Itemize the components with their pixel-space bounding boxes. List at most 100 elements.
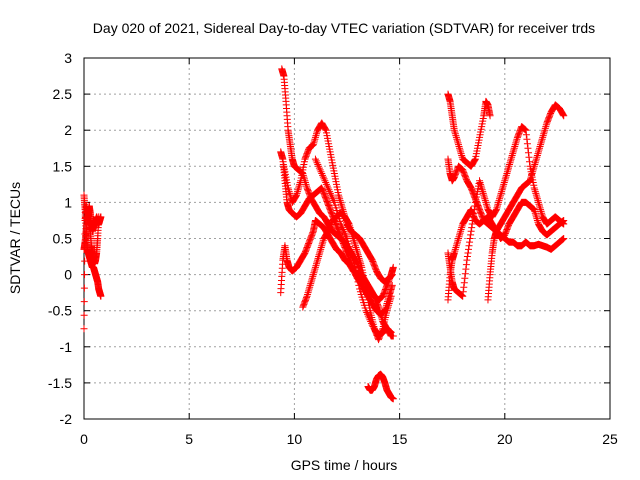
data-point <box>309 141 317 149</box>
data-point <box>534 148 542 156</box>
data-point <box>531 207 539 215</box>
data-point <box>498 188 506 196</box>
data-point <box>386 296 394 304</box>
data-point <box>311 133 319 141</box>
data-point <box>306 281 314 289</box>
data-point <box>285 188 293 196</box>
data-point <box>506 159 514 167</box>
data-point <box>312 132 320 140</box>
data-point <box>524 144 532 152</box>
data-point <box>302 182 310 190</box>
data-point <box>528 170 536 178</box>
data-point <box>507 157 515 165</box>
data-point <box>533 216 541 224</box>
data-point <box>330 197 338 205</box>
data-point <box>513 135 521 143</box>
data-point <box>504 166 512 174</box>
data-point <box>455 142 463 150</box>
data-point <box>312 130 320 138</box>
data-point <box>456 144 464 152</box>
data-point <box>508 151 516 159</box>
data-point <box>367 319 375 327</box>
data-point <box>560 235 568 242</box>
data-point <box>537 206 545 214</box>
data-point <box>295 184 303 192</box>
data-point <box>541 126 549 134</box>
data-point <box>457 225 465 233</box>
data-point <box>314 160 322 168</box>
data-point <box>537 207 545 215</box>
data-point <box>502 173 510 181</box>
data-point <box>351 242 359 250</box>
data-point <box>461 274 469 282</box>
data-point <box>385 301 393 309</box>
data-point <box>308 276 316 284</box>
data-point <box>531 186 539 194</box>
data-point <box>284 184 292 192</box>
data-point <box>450 126 458 134</box>
data-point <box>351 240 359 248</box>
data-point <box>538 209 546 217</box>
data-point <box>468 224 476 232</box>
x-tick-label: 0 <box>80 431 88 447</box>
data-point <box>389 332 397 340</box>
data-point <box>315 162 323 170</box>
data-point <box>538 137 546 145</box>
data-point <box>512 137 520 145</box>
data-point <box>384 303 392 311</box>
data-point <box>463 253 471 261</box>
data-point <box>458 151 466 159</box>
data-point <box>285 186 293 194</box>
data-point <box>471 202 479 210</box>
data-point <box>353 274 361 282</box>
data-point <box>507 155 515 163</box>
data-point <box>508 153 516 161</box>
data-point <box>494 200 502 208</box>
chart-title: Day 020 of 2021, Sidereal Day-to-day VTE… <box>93 20 595 36</box>
data-point <box>526 177 534 185</box>
data-point <box>308 274 316 282</box>
data-point <box>531 209 539 217</box>
data-point <box>465 242 473 250</box>
data-point <box>536 202 544 210</box>
data-point <box>303 292 311 300</box>
data-point <box>451 245 459 253</box>
data-point <box>350 260 358 268</box>
data-point <box>344 218 352 226</box>
data-point <box>459 288 467 296</box>
data-point <box>317 168 325 176</box>
data-point <box>293 189 301 197</box>
y-tick-label: -1 <box>60 339 73 355</box>
data-point <box>542 121 550 129</box>
data-point <box>318 170 326 178</box>
data-point <box>452 132 460 140</box>
data-point <box>452 133 460 141</box>
data-point <box>456 146 464 154</box>
data-point <box>354 278 362 286</box>
data-point <box>451 247 459 255</box>
data-point <box>321 125 329 133</box>
data-point <box>81 257 89 265</box>
data-point <box>537 139 545 147</box>
data-point <box>467 227 475 235</box>
data-point <box>293 191 301 199</box>
data-point <box>466 235 474 242</box>
data-point <box>465 245 473 253</box>
data-point <box>325 186 333 194</box>
data-point <box>452 244 460 252</box>
data-point <box>352 244 360 252</box>
data-point <box>349 235 357 242</box>
data-point <box>453 240 461 248</box>
y-tick-label: -1.5 <box>48 375 72 391</box>
data-point <box>483 202 491 210</box>
data-point <box>539 132 547 140</box>
data-point <box>479 189 487 197</box>
data-point <box>387 328 395 336</box>
data-point <box>305 287 313 295</box>
data-point <box>533 195 541 203</box>
data-point <box>528 171 536 179</box>
data-point <box>81 244 89 252</box>
x-axis-label: GPS time / hours <box>291 457 398 473</box>
data-point <box>502 171 510 179</box>
y-axis-label: SDTVAR / TECUs <box>7 182 23 294</box>
